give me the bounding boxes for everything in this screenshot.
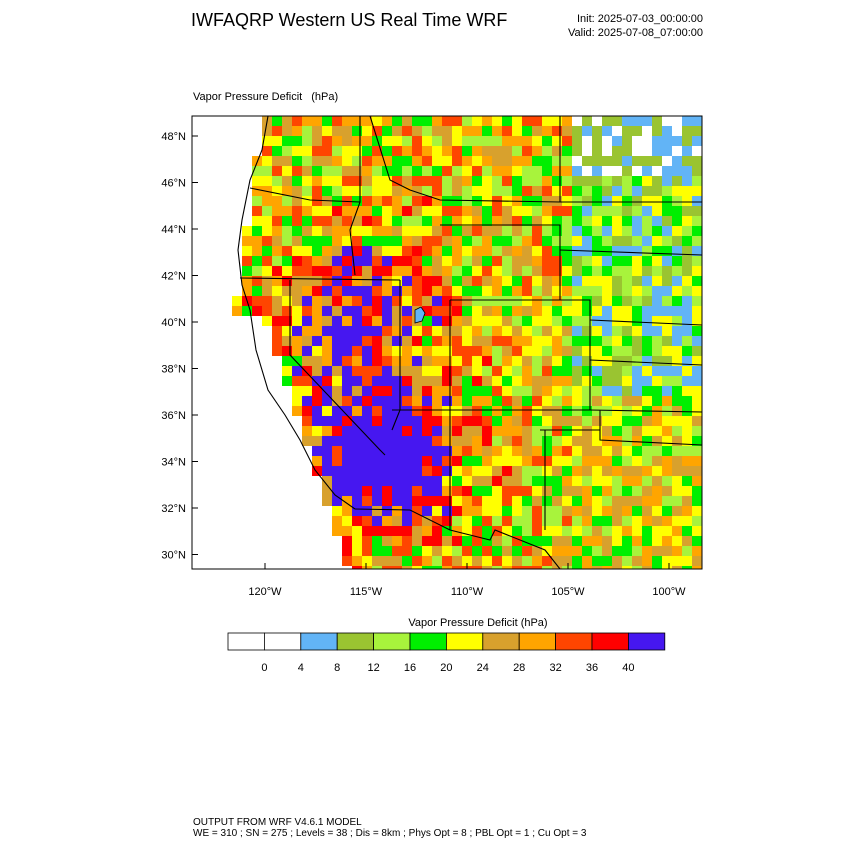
lon-tick-label: 100°W bbox=[652, 586, 686, 598]
colorbar-label: 4 bbox=[298, 662, 304, 674]
colorbar-label: 16 bbox=[404, 662, 416, 674]
colorbar-title: Vapor Pressure Deficit (hPa) bbox=[408, 617, 547, 629]
field-units: (hPa) bbox=[311, 91, 339, 103]
colorbar-swatch bbox=[482, 632, 520, 651]
colorbar: Vapor Pressure Deficit (hPa) 0 4 8 12 16 20 24… bbox=[227, 617, 666, 674]
vpd-raster bbox=[232, 116, 702, 569]
lat-tick-label: 48°N bbox=[161, 131, 186, 143]
init-time: Init: 2025-07-03_00:00:00 bbox=[577, 13, 703, 25]
lon-tick-label: 105°W bbox=[551, 586, 585, 598]
valid-time: Valid: 2025-07-08_07:00:00 bbox=[568, 27, 703, 39]
border-ne-ks bbox=[589, 319, 702, 366]
great-salt-lake bbox=[414, 306, 426, 324]
state-borders bbox=[237, 116, 702, 569]
colorbar-swatch bbox=[264, 632, 302, 651]
colorbar-swatch bbox=[409, 632, 447, 651]
latitude-axis: 48°N 46°N 44°N 42°N 40°N 38°N 36°N 34°N 32°N 30°N bbox=[161, 131, 198, 562]
colorbar-swatch bbox=[336, 632, 374, 651]
colorbar-swatch bbox=[518, 632, 557, 651]
colorbar-label: 0 bbox=[261, 662, 267, 674]
lat-tick-label: 32°N bbox=[161, 503, 186, 515]
map-panel: 48°N 46°N 44°N 42°N 40°N 38°N 36°N 34°N 32°N 30°N… bbox=[161, 115, 703, 598]
field-name: Vapor Pressure Deficit bbox=[193, 91, 303, 103]
chart-title: IWFAQRP Western US Real Time WRF bbox=[191, 10, 508, 30]
lon-tick-label: 120°W bbox=[248, 586, 282, 598]
colorbar-label: 36 bbox=[586, 662, 598, 674]
lat-tick-label: 34°N bbox=[161, 457, 186, 469]
border-or-id bbox=[349, 116, 361, 276]
lon-tick-label: 110°W bbox=[451, 586, 484, 598]
border-wa-or bbox=[249, 187, 361, 203]
footer-config: WE = 310 ; SN = 275 ; Levels = 38 ; Dis … bbox=[193, 828, 587, 839]
border-wy bbox=[440, 224, 561, 301]
border-mt bbox=[369, 116, 561, 203]
colorbar-label: 8 bbox=[334, 662, 340, 674]
longitude-axis: 120°W 115°W 110°W 105°W 100°W bbox=[248, 563, 686, 598]
lat-tick-label: 42°N bbox=[161, 271, 186, 283]
lat-tick-label: 38°N bbox=[161, 364, 186, 376]
lon-tick-label: 115°W bbox=[350, 586, 383, 598]
colorbar-label: 20 bbox=[440, 662, 452, 674]
colorbar-swatch bbox=[627, 632, 666, 651]
border-co-ks bbox=[560, 299, 591, 410]
lat-tick-label: 46°N bbox=[161, 178, 186, 190]
lat-tick-label: 40°N bbox=[161, 317, 186, 329]
colorbar-swatch bbox=[445, 632, 484, 651]
border-42n bbox=[239, 277, 401, 281]
colorbar-swatch bbox=[373, 632, 411, 651]
colorbar-swatch bbox=[300, 632, 338, 651]
colorbar-swatches bbox=[227, 632, 666, 651]
lat-tick-label: 36°N bbox=[161, 410, 186, 422]
colorbar-labels: 0 4 8 12 16 20 24 28 32 36 40 bbox=[261, 662, 634, 674]
border-ok-tx bbox=[540, 409, 702, 446]
colorbar-label: 40 bbox=[622, 662, 634, 674]
lat-tick-label: 30°N bbox=[161, 550, 186, 562]
coastline bbox=[237, 116, 356, 510]
colorbar-swatch bbox=[591, 632, 629, 651]
colorbar-label: 12 bbox=[367, 662, 379, 674]
field-label: Vapor Pressure Deficit (hPa) bbox=[193, 91, 338, 103]
map-frame bbox=[191, 115, 703, 570]
lat-tick-label: 44°N bbox=[161, 224, 186, 236]
border-ca-nv bbox=[289, 280, 386, 456]
colorbar-swatch bbox=[227, 632, 265, 651]
border-mx bbox=[354, 508, 561, 569]
colorbar-label: 32 bbox=[549, 662, 561, 674]
footer-model: OUTPUT FROM WRF V4.6.1 MODEL bbox=[193, 817, 362, 828]
colorbar-label: 28 bbox=[513, 662, 525, 674]
border-dakotas bbox=[559, 116, 702, 256]
colorbar-label: 24 bbox=[477, 662, 489, 674]
colorbar-swatch bbox=[555, 632, 593, 651]
